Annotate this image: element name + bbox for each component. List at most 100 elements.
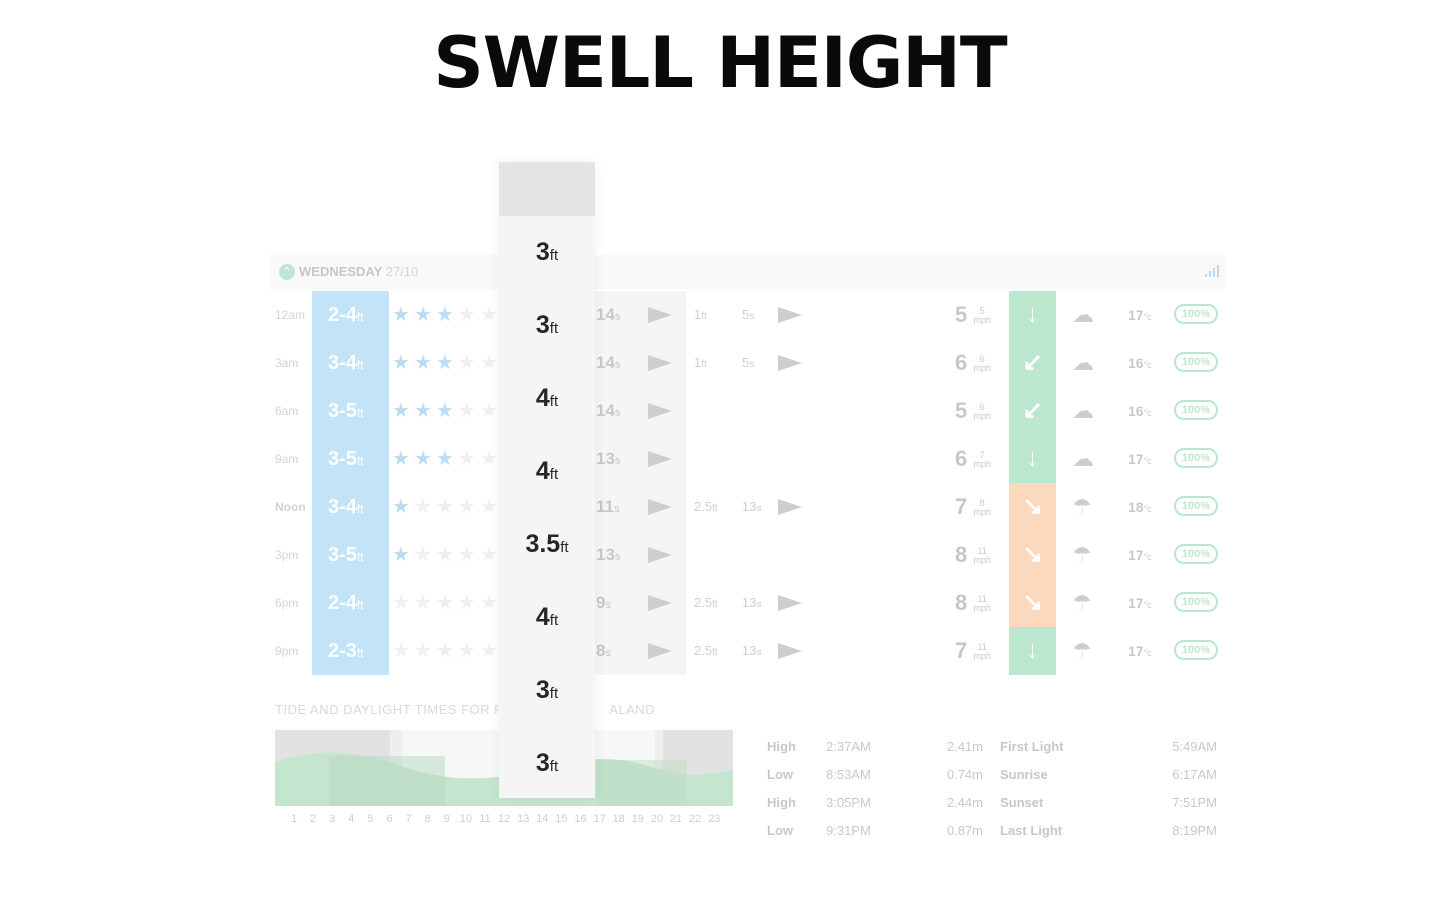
period-value: 14 bbox=[596, 353, 615, 372]
swell-height-unit: ft bbox=[549, 612, 559, 629]
swell-direction-icon bbox=[648, 403, 672, 419]
rating-stars: ★★★★★ bbox=[392, 339, 502, 387]
signal-icon[interactable] bbox=[1205, 265, 1219, 277]
swell-height-value: 4ft bbox=[499, 384, 595, 413]
tide-hour-label: 9 bbox=[443, 813, 450, 825]
temperature: 17°c bbox=[1128, 579, 1152, 627]
star-icon: ★ bbox=[435, 400, 458, 422]
star-icon: ★ bbox=[479, 304, 502, 326]
table-row[interactable]: 9pm 2-3ft ★★★★★ 8s 2.5ft 13s 7 11 mph ☂ 17°c 100% bbox=[270, 627, 1225, 675]
time-label: 9pm bbox=[275, 644, 299, 658]
tide-hour-label: 23 bbox=[708, 813, 721, 825]
day-header[interactable]: ^ WEDNESDAY 27/10 bbox=[270, 255, 1225, 289]
swell-height-value: 3.5ft bbox=[499, 530, 595, 559]
wind-gust: 8 mph bbox=[973, 499, 991, 517]
tide-hour-label: 11 bbox=[479, 813, 491, 825]
star-icon: ★ bbox=[457, 352, 480, 374]
star-icon: ★ bbox=[413, 640, 436, 662]
star-icon: ★ bbox=[392, 544, 414, 566]
time-label: 6am bbox=[275, 404, 299, 418]
tide-type: Low bbox=[767, 767, 793, 782]
tide-row: High 2:37AM 2.41m First Light 5:49AM bbox=[767, 733, 1225, 761]
wind-direction-arrow-icon: ↓ bbox=[1009, 291, 1056, 339]
star-icon: ★ bbox=[457, 448, 480, 470]
wind-speed: 8 11 mph bbox=[955, 579, 991, 627]
star-icon: ★ bbox=[479, 448, 502, 470]
secondary-period-unit: s bbox=[749, 311, 755, 322]
wind-unit: mph bbox=[973, 315, 991, 326]
tide-hour-label: 1 bbox=[290, 813, 298, 825]
secondary-swell-height: 2.5ft bbox=[694, 579, 718, 627]
temperature: 18°c bbox=[1128, 483, 1152, 531]
star-icon: ★ bbox=[413, 496, 436, 518]
table-row[interactable]: 3pm 3-5ft ★★★★★ 13s 8 11 mph ☂ 17°c 100% bbox=[270, 531, 1225, 579]
surf-value: 2-4 bbox=[328, 304, 357, 326]
star-icon: ★ bbox=[392, 640, 414, 662]
period-unit: s bbox=[614, 551, 621, 563]
day-label: WEDNESDAY bbox=[299, 264, 383, 279]
probability-badge: 100% bbox=[1174, 544, 1218, 564]
star-icon: ★ bbox=[435, 640, 458, 662]
swell-direction-icon bbox=[648, 307, 672, 323]
wind-gust-value: 5 bbox=[979, 306, 985, 317]
wind-direction-arrow-icon: ↘ bbox=[1009, 483, 1056, 531]
table-row[interactable]: 6am 3-5ft ★★★★★ 14s 5 6 mph ☁ 16°c 100% bbox=[270, 387, 1225, 435]
wind-gust-value: 7 bbox=[979, 450, 985, 461]
star-icon: ★ bbox=[435, 448, 458, 470]
sun-rain-icon: ☂ bbox=[1072, 590, 1092, 615]
swell-height-number: 3 bbox=[535, 238, 550, 266]
table-row[interactable]: 9am 3-5ft ★★★★★ 13s 6 7 mph ☁ 17°c 100% bbox=[270, 435, 1225, 483]
wind-direction-column: ↓ ↙ ↙ ↓ ↘ ↘ ↘ ↓ bbox=[1009, 291, 1056, 675]
period-value: 14 bbox=[596, 401, 615, 420]
sun-rain-icon: ☂ bbox=[1072, 542, 1092, 567]
temperature-unit: °c bbox=[1143, 504, 1152, 514]
swell-height-unit: ft bbox=[549, 685, 559, 702]
secondary-swell-period: 5s bbox=[742, 339, 754, 387]
tide-height: 0.87m bbox=[946, 823, 983, 838]
star-icon: ★ bbox=[479, 640, 502, 662]
surf-unit: ft bbox=[356, 646, 364, 660]
table-row[interactable]: 12am 2-4ft ★★★★★ 14s 1ft 5s 5 5 mph ☁ 17°c 100% bbox=[270, 291, 1225, 339]
wind-speed: 5 5 mph bbox=[955, 291, 991, 339]
secondary-period-value: 13 bbox=[742, 643, 757, 658]
swell-height-unit: ft bbox=[549, 247, 559, 264]
star-icon: ★ bbox=[413, 448, 436, 470]
tide-height: 0.74m bbox=[946, 767, 983, 782]
surf-height: 3-4ft bbox=[328, 483, 364, 531]
swell-period: 9s bbox=[596, 579, 611, 627]
wind-speed-value: 8 bbox=[955, 542, 968, 567]
star-icon: ★ bbox=[479, 496, 502, 518]
tide-hour-axis: 1 2 3 4 5 6 7 8 9 10 11 12 13 14 15 16 17 18 19 20 21 22 23 bbox=[275, 813, 733, 829]
secondary-period-unit: s bbox=[756, 503, 762, 514]
secondary-swell-direction-icon bbox=[778, 595, 802, 611]
star-icon: ★ bbox=[392, 304, 414, 326]
table-row[interactable]: 6pm 2-4ft ★★★★★ 9s 2.5ft 13s 8 11 mph ☂ 17°c 100% bbox=[270, 579, 1225, 627]
surf-unit: ft bbox=[356, 598, 364, 612]
secondary-swell-height: 2.5ft bbox=[694, 627, 718, 675]
star-icon: ★ bbox=[457, 544, 480, 566]
table-row[interactable]: Noon 3-4ft ★★★★★ 11s 2.5ft 13s 7 8 mph ☂ 18°c 100% bbox=[270, 483, 1225, 531]
temperature-value: 17 bbox=[1128, 595, 1144, 611]
wind-gust-value: 8 bbox=[979, 498, 985, 509]
wind-gust-value: 11 bbox=[977, 594, 987, 605]
secondary-height-unit: ft bbox=[712, 647, 718, 658]
probability-badge: 100% bbox=[1174, 304, 1218, 324]
time-label: 6pm bbox=[275, 596, 299, 610]
table-row[interactable]: 3am 3-4ft ★★★★★ 14s 1ft 5s 6 6 mph ☁ 16°c 100% bbox=[270, 339, 1225, 387]
star-icon: ★ bbox=[413, 352, 436, 374]
secondary-period-unit: s bbox=[756, 599, 762, 610]
tide-title-start: TIDE AND DAYLIGHT TIMES FOR RA bbox=[275, 702, 514, 717]
tide-hour-label: 2 bbox=[310, 813, 317, 825]
tide-type: High bbox=[767, 795, 796, 810]
chevron-up-icon[interactable]: ^ bbox=[279, 264, 295, 280]
period-unit: s bbox=[614, 407, 621, 419]
tide-hour-label: 8 bbox=[424, 813, 431, 825]
wind-gust: 7 mph bbox=[973, 451, 991, 469]
cloud-icon: ☁ bbox=[1072, 446, 1094, 471]
rating-stars: ★★★★★ bbox=[392, 531, 502, 579]
star-icon: ★ bbox=[479, 592, 502, 614]
swell-direction-icon bbox=[648, 451, 672, 467]
secondary-period-unit: s bbox=[749, 359, 755, 370]
swell-height-unit: ft bbox=[549, 758, 559, 775]
wind-speed: 7 8 mph bbox=[955, 483, 991, 531]
